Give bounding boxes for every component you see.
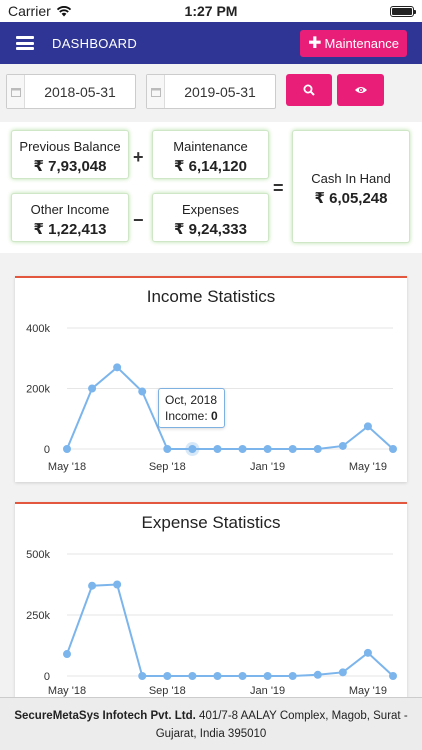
data-point bbox=[138, 387, 147, 396]
view-button[interactable] bbox=[337, 74, 384, 106]
x-tick-label: May '19 bbox=[349, 461, 387, 473]
tooltip-label: Income: bbox=[165, 409, 208, 423]
previous-balance-label: Previous Balance bbox=[19, 139, 121, 154]
plus-icon: ✚ bbox=[308, 34, 322, 52]
previous-balance-card: Previous Balance ₹ 7,93,048 bbox=[11, 130, 129, 179]
data-point bbox=[88, 581, 97, 590]
plus-operator: + bbox=[133, 147, 144, 167]
data-point bbox=[188, 445, 197, 453]
battery-icon bbox=[390, 5, 416, 17]
y-tick-label: 400k bbox=[26, 323, 50, 335]
y-tick-label: 250k bbox=[26, 610, 50, 622]
x-tick-label: May '18 bbox=[48, 685, 86, 697]
balance-summary: Previous Balance ₹ 7,93,048 + Maintenanc… bbox=[0, 122, 422, 253]
to-date-field[interactable]: 2019-05-31 bbox=[146, 74, 276, 109]
maintenance-card: Maintenance ₹ 6,14,120 bbox=[152, 130, 269, 179]
income-chart: 400k 200k 0 May '18 Sep '18 Jan '19 May '19 bbox=[26, 323, 397, 473]
expenses-value: ₹ 9,24,333 bbox=[174, 221, 247, 238]
other-income-label: Other Income bbox=[30, 202, 110, 217]
maintenance-label: Maintenance bbox=[173, 139, 248, 154]
carrier-label: Carrier bbox=[8, 3, 51, 19]
series-line bbox=[66, 583, 394, 677]
other-income-value: ₹ 1,22,413 bbox=[33, 221, 107, 238]
cash-in-hand-value: ₹ 6,05,248 bbox=[314, 190, 388, 207]
cash-in-hand-label: Cash In Hand bbox=[311, 171, 391, 186]
add-maintenance-button[interactable]: ✚ Maintenance bbox=[300, 30, 407, 57]
chart-tooltip: Oct, 2018 Income: 0 bbox=[158, 388, 225, 428]
to-date-value: 2019-05-31 bbox=[184, 83, 256, 100]
data-point bbox=[63, 445, 71, 453]
menu-icon[interactable] bbox=[16, 36, 34, 50]
data-point bbox=[163, 445, 172, 453]
data-point bbox=[313, 670, 322, 679]
data-point bbox=[63, 650, 71, 659]
calendar-icon bbox=[147, 75, 165, 108]
from-date-value: 2018-05-31 bbox=[44, 83, 116, 100]
status-bar: Carrier 1:27 PM bbox=[0, 0, 422, 22]
expense-chart-title: Expense Statistics bbox=[141, 513, 281, 532]
y-tick-label: 0 bbox=[44, 444, 50, 456]
data-point bbox=[238, 445, 247, 453]
series-line bbox=[66, 365, 394, 450]
wifi-icon bbox=[56, 6, 71, 17]
y-tick-label: 0 bbox=[44, 671, 50, 683]
tooltip-value: 0 bbox=[211, 409, 218, 423]
clock: 1:27 PM bbox=[184, 3, 238, 19]
maintenance-value: ₹ 6,14,120 bbox=[174, 158, 247, 175]
x-tick-label: May '19 bbox=[349, 685, 387, 697]
minus-operator: − bbox=[133, 210, 144, 230]
data-point bbox=[338, 668, 347, 677]
data-point bbox=[263, 445, 272, 453]
income-chart-title: Income Statistics bbox=[146, 287, 276, 306]
x-tick-label: Sep '18 bbox=[149, 461, 186, 473]
page-title: DASHBOARD bbox=[52, 35, 138, 51]
data-point bbox=[338, 441, 347, 450]
data-point bbox=[138, 672, 147, 680]
previous-balance-value: ₹ 7,93,048 bbox=[33, 158, 107, 175]
expense-chart: 500k 250k 0 May '18 Sep '18 Jan '19 May '19 bbox=[26, 549, 397, 697]
data-point bbox=[163, 672, 172, 680]
data-point bbox=[288, 672, 297, 680]
tooltip-title: Oct, 2018 bbox=[165, 393, 218, 407]
equals-operator: = bbox=[273, 178, 284, 198]
data-point bbox=[389, 445, 397, 453]
data-point bbox=[263, 672, 272, 680]
cash-in-hand-card: Cash In Hand ₹ 6,05,248 bbox=[292, 130, 410, 243]
data-point bbox=[213, 445, 222, 453]
data-point bbox=[88, 384, 97, 393]
expense-statistics-card: 500k 250k 0 May '18 Sep '18 Jan '19 May '19 Ex… bbox=[15, 502, 407, 698]
expenses-label: Expenses bbox=[181, 202, 240, 217]
search-button[interactable] bbox=[286, 74, 332, 106]
data-point bbox=[363, 648, 372, 657]
data-point bbox=[113, 363, 122, 372]
x-tick-label: May '18 bbox=[48, 461, 86, 473]
data-point bbox=[113, 580, 122, 589]
footer-address: 401/7-8 AALAY Complex, Magob, Surat - Gu… bbox=[155, 710, 408, 740]
income-statistics-card: 400k 200k 0 May '18 Sep '18 Jan '19 May '19 In… bbox=[15, 276, 407, 482]
expenses-card: Expenses ₹ 9,24,333 bbox=[152, 193, 269, 242]
data-point bbox=[188, 672, 197, 680]
search-icon bbox=[303, 84, 315, 96]
data-point bbox=[288, 445, 297, 453]
from-date-field[interactable]: 2018-05-31 bbox=[6, 74, 136, 109]
data-point bbox=[363, 422, 372, 431]
x-tick-label: Sep '18 bbox=[149, 685, 186, 697]
x-tick-label: Jan '19 bbox=[250, 685, 285, 697]
data-point bbox=[238, 672, 247, 680]
y-tick-label: 200k bbox=[26, 384, 50, 396]
calendar-icon bbox=[7, 75, 25, 108]
y-tick-label: 500k bbox=[26, 549, 50, 561]
other-income-card: Other Income ₹ 1,22,413 bbox=[11, 193, 129, 242]
footer: SecureMetaSys Infotech Pvt. Ltd. 401/7-8… bbox=[0, 697, 422, 750]
footer-company: SecureMetaSys Infotech Pvt. Ltd. bbox=[14, 710, 196, 722]
data-point bbox=[389, 672, 397, 680]
date-filter-bar: 2018-05-31 2019-05-31 bbox=[6, 74, 422, 110]
eye-icon bbox=[354, 87, 367, 93]
data-point bbox=[313, 445, 322, 453]
top-navbar: DASHBOARD ✚ Maintenance bbox=[0, 22, 422, 64]
data-point bbox=[213, 672, 222, 680]
x-tick-label: Jan '19 bbox=[250, 461, 285, 473]
add-maintenance-label: Maintenance bbox=[324, 36, 399, 51]
